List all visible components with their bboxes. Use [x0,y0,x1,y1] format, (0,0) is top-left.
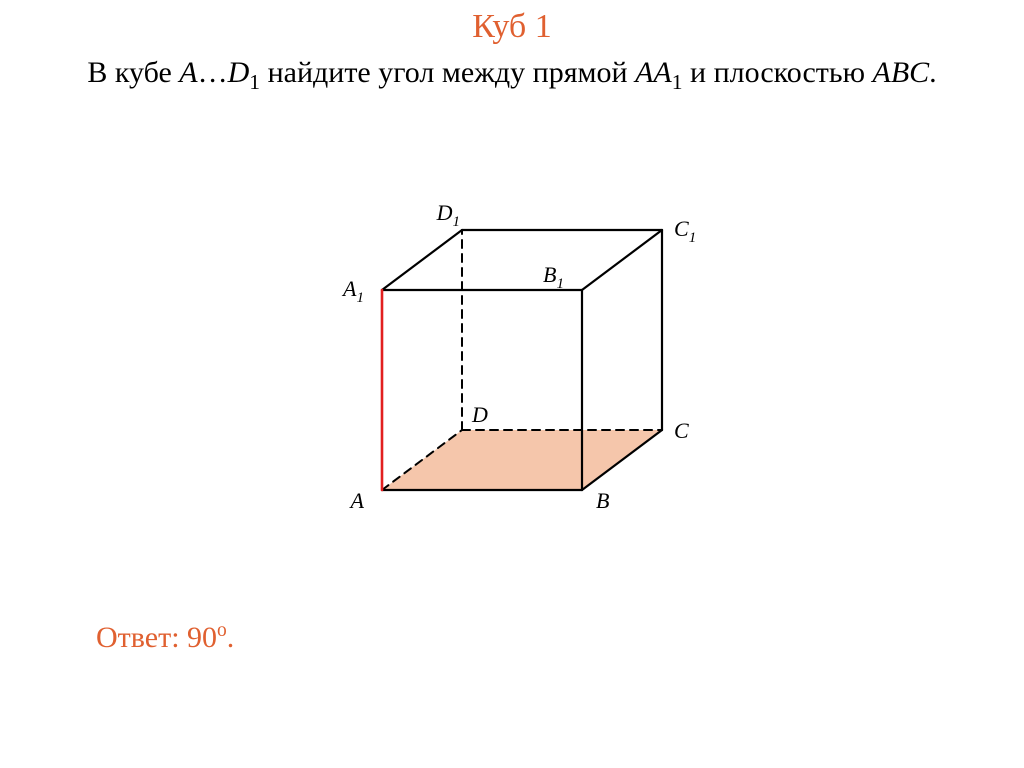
problem-statement: В кубе A…D1 найдите угол между прямой AA… [0,54,1024,96]
bottom-face-fill [382,430,662,490]
vertex-label-D: D [471,402,488,427]
vertex-label-B1: B1 [543,262,564,292]
cube-svg: A B C D A1 B1 C1 D1 [302,170,722,540]
edge-D1-A1 [382,230,462,290]
vertex-label-B: B [596,488,609,513]
vertex-label-D1: D1 [436,200,460,230]
edge-B1-C1 [582,230,662,290]
cube-diagram: A B C D A1 B1 C1 D1 [0,170,1024,545]
answer-text: Ответ: 90o. [96,620,234,655]
vertex-label-A1: A1 [341,276,364,306]
vertex-label-C1: C1 [674,216,696,246]
vertex-label-C: C [674,418,689,443]
page-title: Куб 1 [0,8,1024,46]
vertex-label-A: A [349,488,365,513]
